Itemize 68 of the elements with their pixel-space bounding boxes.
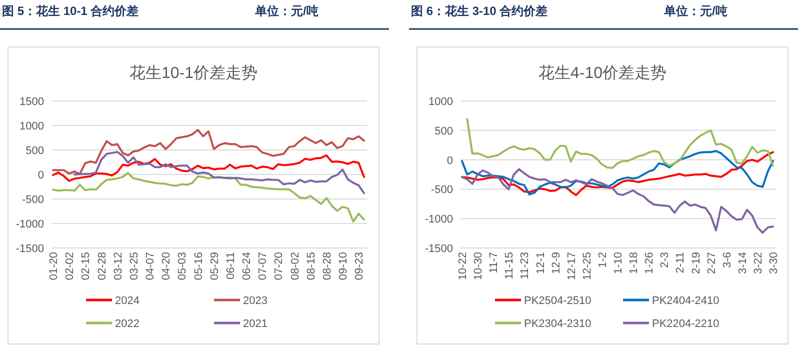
x-tick-label: 12-25 — [581, 252, 594, 280]
x-tick-label: 05-03 — [176, 252, 189, 280]
y-tick-label: -1000 — [424, 214, 453, 226]
x-tick-label: 04-07 — [144, 252, 157, 280]
x-tick-label: 2-27 — [706, 252, 718, 274]
x-tick-label: 02-02 — [64, 252, 76, 280]
legend-label: PK2304-2310 — [524, 318, 592, 330]
x-tick-label: 2-3 — [659, 252, 672, 268]
x-tick-label: 08-02 — [289, 252, 302, 280]
y-tick-label: -500 — [22, 194, 44, 206]
y-tick-label: 0 — [38, 170, 44, 182]
legend-label: 2021 — [243, 318, 268, 330]
y-tick-label: 1000 — [20, 120, 44, 132]
x-tick-label: 3-30 — [768, 252, 780, 274]
x-tick-label: 11-15 — [504, 252, 516, 280]
y-tick-label: 1500 — [20, 96, 44, 108]
x-tick-label: 11-7 — [488, 252, 500, 274]
x-tick-label: 08-28 — [321, 252, 334, 280]
x-tick-label: 1-18 — [628, 252, 640, 274]
x-tick-label: 2-11 — [674, 252, 687, 274]
x-tick-label: 1-26 — [644, 252, 656, 274]
x-tick-label: 12-9 — [550, 252, 562, 274]
x-tick-label: 06-24 — [241, 252, 254, 280]
legend-label: 2022 — [115, 318, 140, 330]
x-tick-label: 05-16 — [192, 252, 205, 280]
x-tick-label: 10-22 — [457, 252, 469, 280]
x-tick-label: 12-17 — [566, 252, 578, 280]
y-tick-label: -1500 — [16, 243, 44, 255]
x-tick-label: 03-12 — [112, 252, 124, 280]
y-tick-label: 500 — [434, 125, 453, 138]
x-tick-label: 07-07 — [257, 252, 270, 280]
x-tick-label: 08-15 — [305, 252, 318, 280]
x-tick-label: 09-10 — [338, 252, 350, 280]
x-tick-label: 3-6 — [721, 252, 734, 268]
x-tick-label: 04-20 — [160, 252, 173, 280]
y-tick-label: -1000 — [16, 218, 44, 230]
legend-label: PK2404-2410 — [652, 295, 720, 307]
y-tick-label: -500 — [430, 184, 453, 196]
x-tick-label: 05-29 — [208, 252, 221, 280]
caption: 图 5：花生 10-1 合约价差 — [2, 4, 139, 18]
text: 单位：元/吨 — [254, 4, 318, 18]
x-tick-label: 01-20 — [48, 252, 60, 280]
y-tick-label: -1500 — [424, 243, 453, 255]
x-tick-label: 07-20 — [273, 252, 286, 280]
y-tick-label: 1000 — [428, 96, 453, 108]
chart-title: 花生4-10价差走势 — [538, 64, 667, 82]
x-tick-label: 3-22 — [752, 252, 764, 274]
legend-label: 2024 — [115, 295, 140, 307]
y-tick-label: 0 — [446, 154, 453, 167]
legend-label: PK2204-2210 — [652, 318, 720, 330]
chart-title: 花生10-1价差走势 — [129, 64, 258, 82]
x-tick-label: 02-15 — [80, 252, 92, 280]
caption: 图 6：花生 3-10 合约价差 — [411, 4, 548, 18]
x-tick-label: 12-1 — [534, 252, 547, 274]
x-tick-label: 1-10 — [612, 252, 624, 274]
legend-label: 2023 — [243, 295, 268, 307]
x-tick-label: 06-11 — [224, 252, 237, 280]
x-tick-label: 10-30 — [472, 252, 485, 280]
x-tick-label: 03-25 — [128, 252, 140, 280]
legend-label: PK2504-2510 — [524, 295, 592, 307]
x-tick-label: 2-19 — [690, 252, 702, 274]
x-tick-label: 1-2 — [596, 252, 609, 268]
x-tick-label: 3-14 — [736, 252, 749, 274]
x-tick-label: 09-23 — [354, 252, 366, 280]
text: 单位：元/吨 — [663, 4, 728, 18]
x-tick-label: 11-23 — [519, 252, 532, 280]
y-tick-label: 500 — [26, 145, 44, 157]
x-tick-label: 02-28 — [96, 252, 108, 280]
